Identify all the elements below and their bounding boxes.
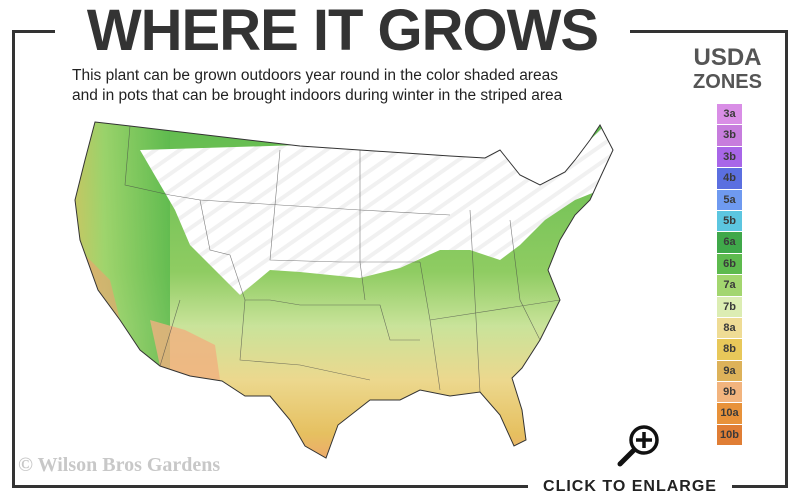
description: This plant can be grown outdoors year ro…	[72, 66, 562, 106]
legend-zone-5a: 5a	[717, 189, 742, 211]
description-line-2: and in pots that can be brought indoors …	[72, 87, 563, 104]
legend-zone-8b: 8b	[717, 339, 742, 361]
description-line-1: This plant can be grown outdoors year ro…	[72, 67, 558, 84]
zone-legend: 3a 3b 3b 4b 5a 5b 6a 6b 7a 7b 8a 8b 9a 9b 10a 10b	[717, 104, 742, 447]
legend-zone-6b: 6b	[717, 253, 742, 276]
legend-zone-6a: 6a	[717, 232, 742, 254]
striped-unshaded-area	[140, 125, 613, 295]
state-borders	[124, 125, 561, 393]
legend-zone-8a: 8a	[717, 317, 742, 340]
legend-zone-3b: 3b	[717, 146, 742, 169]
legend-zone-7a: 7a	[717, 275, 742, 297]
legend-zone-3b: 3b	[717, 125, 742, 147]
legend-zone-7b: 7b	[717, 296, 742, 318]
legend-zone-3a: 3a	[717, 104, 742, 126]
page-title: WHERE IT GROWS	[55, 0, 630, 62]
click-to-enlarge-button[interactable]: CLICK TO ENLARGE	[528, 475, 732, 499]
legend-title-usda: USDA	[693, 44, 762, 71]
legend-zone-4b: 4b	[717, 168, 742, 190]
legend-title-zones: ZONES	[693, 71, 762, 93]
zoom-in-magnifier-icon[interactable]	[610, 420, 666, 476]
legend-zone-9b: 9b	[717, 382, 742, 404]
legend-title: USDA ZONES	[680, 46, 775, 94]
legend-zone-5b: 5b	[717, 210, 742, 233]
legend-zone-10b: 10b	[717, 424, 742, 447]
legend-zone-10a: 10a	[717, 403, 742, 425]
copyright-watermark: © Wilson Bros Gardens	[18, 454, 221, 476]
map-zones	[75, 122, 613, 458]
legend-zone-9a: 9a	[717, 360, 742, 383]
